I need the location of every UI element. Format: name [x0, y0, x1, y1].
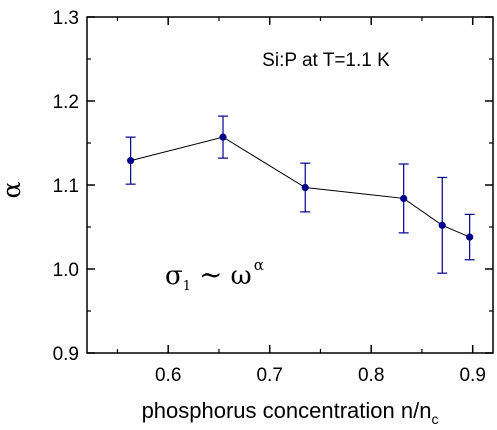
- x-axis-label-sub: c: [431, 411, 438, 427]
- series-line: [130, 136, 470, 238]
- data-point: [466, 233, 474, 241]
- x-tick-label: 0.8: [358, 365, 384, 386]
- formula-sigma: σ: [165, 261, 183, 291]
- y-axis-label: α: [0, 181, 26, 198]
- formula-annotation: σ1 ~ ω α: [165, 256, 264, 294]
- y-tick-label: 1.1: [53, 176, 79, 197]
- data-point: [400, 194, 408, 203]
- data-point: [438, 221, 446, 229]
- tick-labels: 0.6 0.7 0.8 0.9 0.9 1.0 1.1 1.2 1.3: [53, 8, 486, 386]
- formula-omega: ω: [231, 261, 252, 291]
- y-tick-label: 1.0: [53, 260, 79, 281]
- y-tick-label: 0.9: [53, 344, 79, 365]
- x-axis-label: phosphorus concentration n/nc: [142, 398, 439, 427]
- x-tick-label: 0.7: [256, 365, 282, 386]
- data-point: [301, 183, 309, 192]
- data-point: [219, 133, 227, 141]
- axis-ticks: [87, 16, 493, 354]
- x-tick-label: 0.6: [155, 365, 181, 386]
- y-tick-label: 1.2: [53, 92, 79, 113]
- data-series: [125, 115, 475, 274]
- formula-sup: α: [254, 256, 264, 274]
- formula-sub: 1: [183, 279, 191, 294]
- sample-annotation: Si:P at T=1.1 K: [262, 50, 390, 71]
- x-tick-label: 0.9: [459, 365, 485, 386]
- x-axis-label-main: phosphorus concentration n/n: [142, 398, 432, 423]
- y-tick-label: 1.3: [53, 8, 79, 29]
- data-point: [127, 157, 135, 165]
- formula-op: ~: [199, 258, 222, 291]
